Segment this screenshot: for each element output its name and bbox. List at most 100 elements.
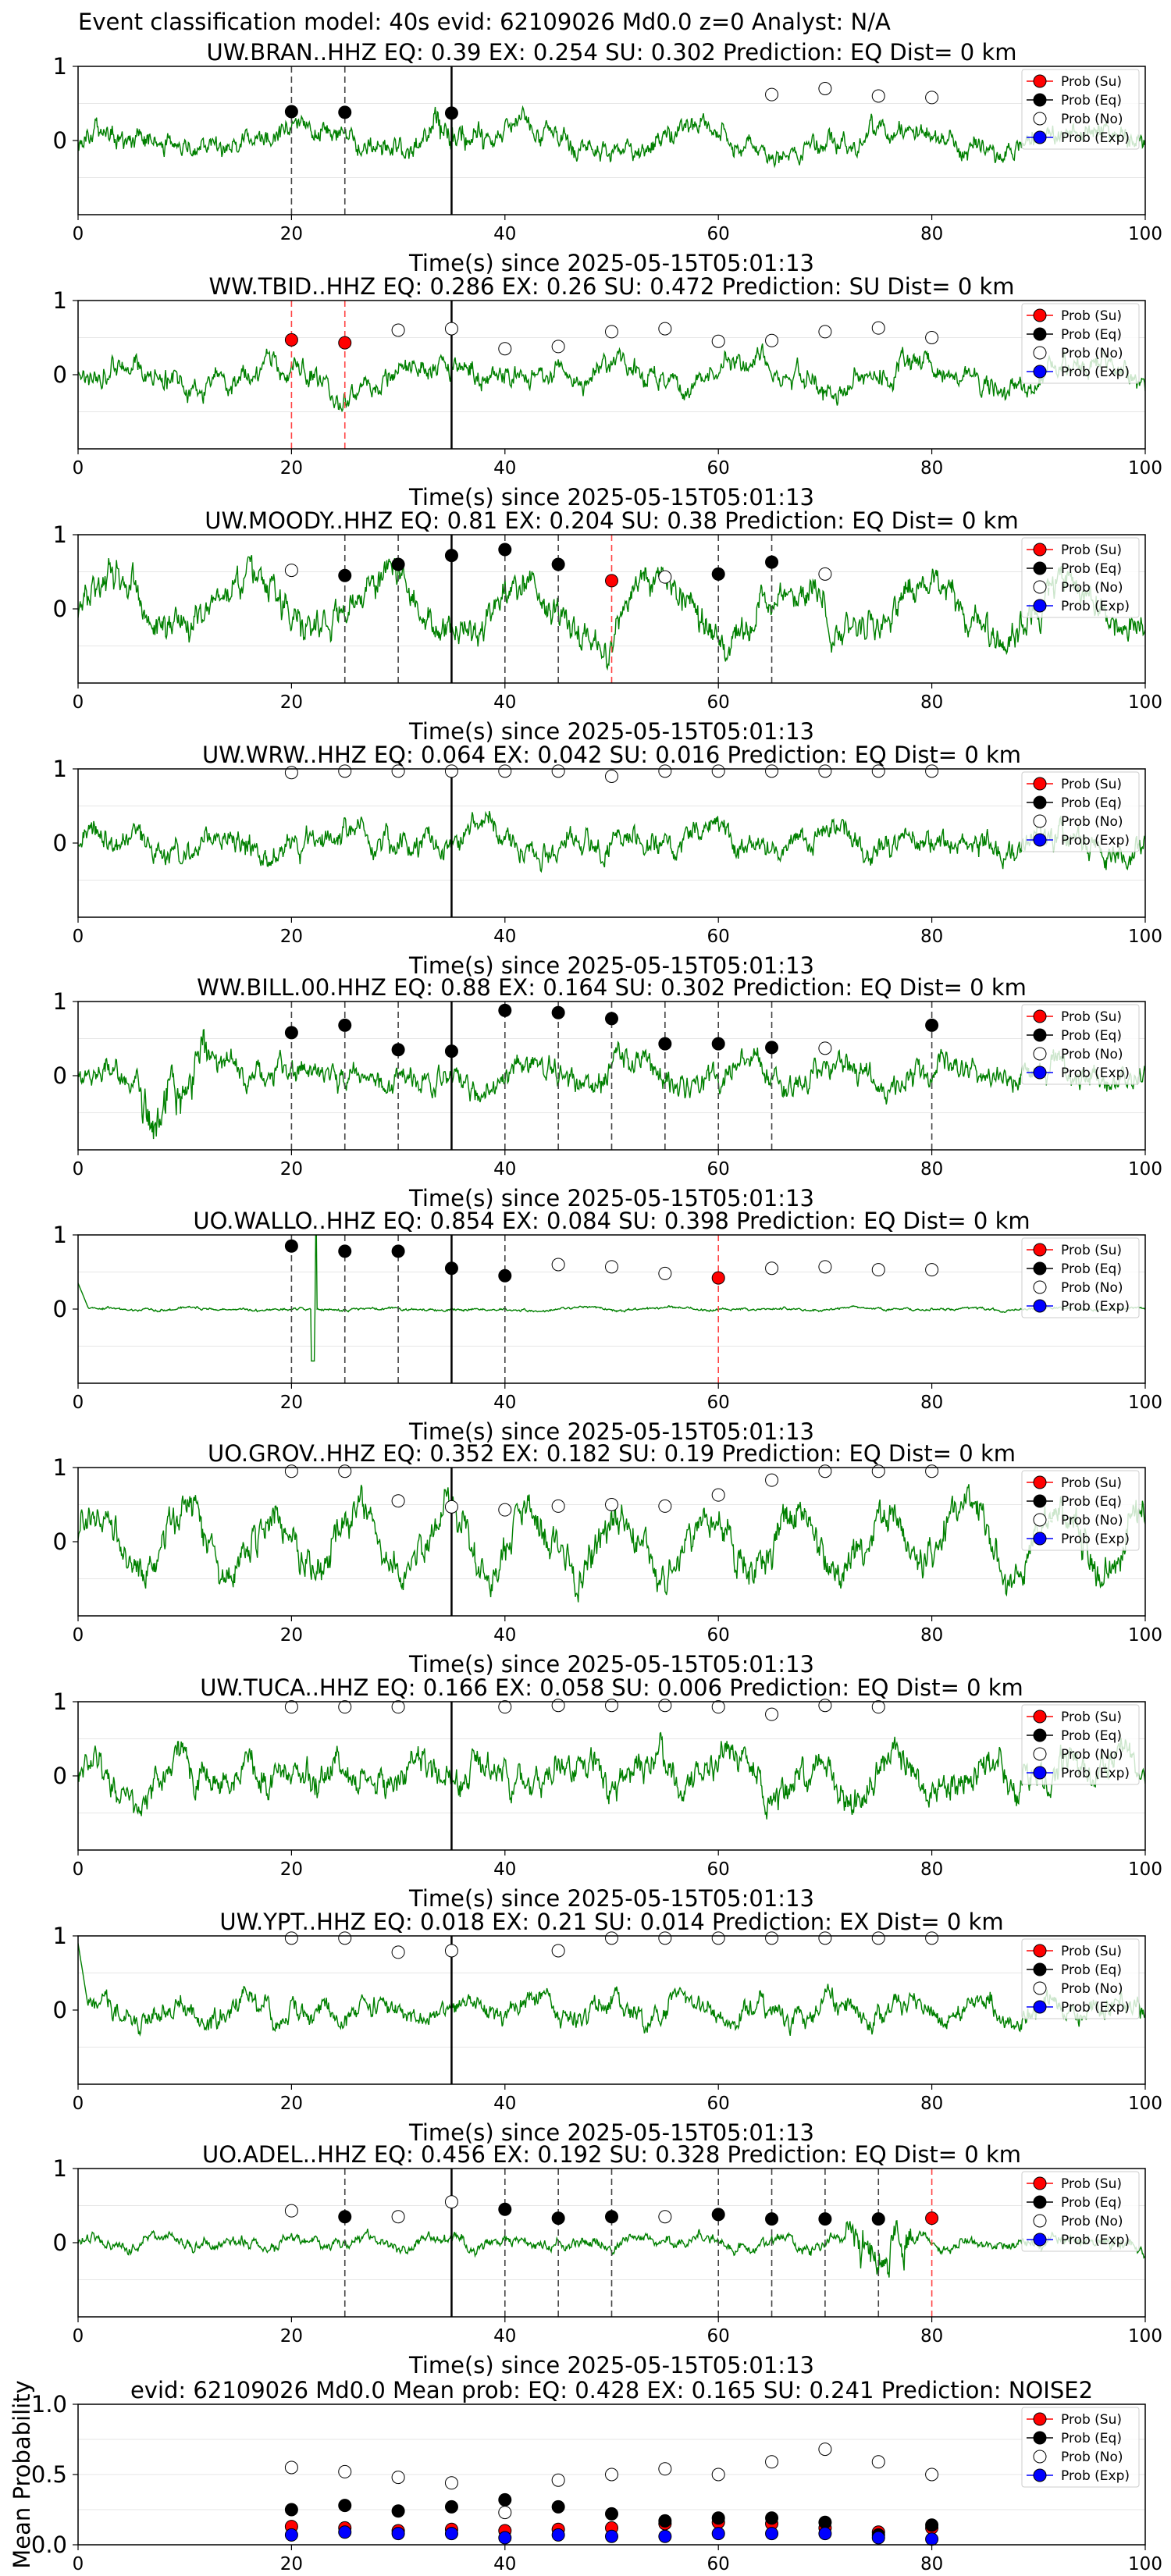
legend-box bbox=[1021, 69, 1140, 150]
probability-point bbox=[925, 331, 939, 344]
probability-point bbox=[765, 1707, 779, 1721]
probability-point bbox=[498, 1003, 512, 1017]
mean-probability-point bbox=[391, 2471, 405, 2485]
probability-point bbox=[818, 325, 832, 339]
probability-point bbox=[444, 1944, 458, 1958]
legend-entry: Prob (Exp) bbox=[1061, 1299, 1130, 1315]
probability-point bbox=[498, 342, 512, 356]
waveform-trace bbox=[78, 554, 1145, 671]
legend-marker bbox=[1033, 2214, 1047, 2228]
legend-marker bbox=[1033, 814, 1047, 828]
x-tick-label: 80 bbox=[920, 1859, 943, 1880]
x-tick-label: 0 bbox=[73, 2094, 84, 2114]
probability-point bbox=[818, 1699, 832, 1713]
x-tick-label: 40 bbox=[493, 1625, 516, 1646]
axes-frame bbox=[77, 1467, 1146, 1617]
x-tick-label: 20 bbox=[280, 2094, 303, 2114]
x-tick-label: 40 bbox=[493, 224, 516, 244]
y-tick-label: 0 bbox=[53, 1997, 67, 2023]
y-tick-label: 1 bbox=[53, 287, 67, 314]
y-tick-label: 1 bbox=[53, 756, 67, 782]
probability-point bbox=[765, 1931, 779, 1945]
x-tick-label: 0 bbox=[73, 2326, 84, 2347]
x-tick-label: 60 bbox=[707, 2554, 730, 2574]
probability-point bbox=[871, 1464, 885, 1478]
probability-point bbox=[391, 557, 405, 571]
legend-entry: Prob (Su) bbox=[1061, 2412, 1122, 2428]
waveform-trace bbox=[78, 1731, 1145, 1820]
waveform-trace bbox=[78, 810, 1145, 873]
y-tick-label: 0 bbox=[53, 596, 67, 622]
x-tick-label: 20 bbox=[280, 2326, 303, 2347]
mean-probability-point bbox=[818, 2527, 832, 2541]
probability-point bbox=[605, 1260, 618, 1274]
legend-marker bbox=[1033, 1009, 1047, 1023]
legend-entry: Prob (Eq) bbox=[1061, 93, 1122, 109]
x-tick-label: 0 bbox=[73, 224, 84, 244]
waveform-panel: UO.ADEL..HHZ EQ: 0.456 EX: 0.192 SU: 0.3… bbox=[53, 2141, 1162, 2379]
probability-point bbox=[658, 1037, 672, 1051]
legend-marker bbox=[1033, 1299, 1047, 1313]
waveform-panel: WW.TBID..HHZ EQ: 0.286 EX: 0.26 SU: 0.47… bbox=[53, 273, 1162, 511]
panel-title: UO.GROV..HHZ EQ: 0.352 EX: 0.182 SU: 0.1… bbox=[208, 1440, 1016, 1467]
x-axis-label: Time(s) since 2025-05-15T05:01:13 bbox=[408, 1185, 814, 1212]
probability-point bbox=[818, 1041, 832, 1055]
probability-point bbox=[444, 549, 458, 563]
legend-entry: Prob (No) bbox=[1061, 1047, 1123, 1062]
legend-marker bbox=[1033, 1047, 1047, 1061]
x-tick-label: 40 bbox=[493, 2094, 516, 2114]
y-tick-label: 0 bbox=[53, 1062, 67, 1089]
legend-box bbox=[1021, 2407, 1140, 2488]
probability-point bbox=[658, 1931, 672, 1945]
waveform-trace bbox=[78, 1484, 1145, 1603]
probability-point bbox=[925, 91, 939, 105]
probability-point bbox=[284, 766, 298, 780]
probability-point bbox=[871, 2212, 885, 2226]
legend-marker bbox=[1033, 599, 1047, 613]
probability-point bbox=[284, 1464, 298, 1478]
x-tick-label: 100 bbox=[1128, 1625, 1162, 1646]
legend-marker bbox=[1033, 1962, 1047, 1976]
legend-marker bbox=[1033, 777, 1047, 791]
legend-entry: Prob (Su) bbox=[1061, 308, 1122, 324]
legend-marker bbox=[1033, 1747, 1047, 1761]
probability-point bbox=[551, 340, 565, 354]
probability-point bbox=[338, 764, 352, 778]
x-tick-label: 20 bbox=[280, 1393, 303, 1413]
probability-point bbox=[605, 1931, 618, 1945]
legend-entry: Prob (Su) bbox=[1061, 2176, 1122, 2192]
x-tick-label: 80 bbox=[920, 927, 943, 947]
y-tick-label: 0.0 bbox=[31, 2532, 67, 2558]
x-tick-label: 20 bbox=[280, 692, 303, 713]
probability-point bbox=[284, 1026, 298, 1040]
legend-marker bbox=[1033, 1028, 1047, 1042]
x-tick-label: 0 bbox=[73, 1393, 84, 1413]
legend-marker bbox=[1033, 795, 1047, 809]
x-tick-label: 100 bbox=[1128, 224, 1162, 244]
legend-entry: Prob (No) bbox=[1061, 2214, 1123, 2229]
probability-point bbox=[765, 333, 779, 347]
figure-title: Event classification model: 40s evid: 62… bbox=[78, 9, 891, 35]
probability-point bbox=[658, 1699, 672, 1713]
x-tick-label: 40 bbox=[493, 927, 516, 947]
y-tick-label: 1.0 bbox=[31, 2391, 67, 2418]
legend-marker bbox=[1033, 833, 1047, 847]
legend-entry: Prob (No) bbox=[1061, 580, 1123, 596]
probability-point bbox=[658, 570, 672, 584]
probability-point bbox=[338, 1700, 352, 1714]
probability-point bbox=[818, 2212, 832, 2226]
x-tick-label: 100 bbox=[1128, 2326, 1162, 2347]
legend-entry: Prob (No) bbox=[1061, 1513, 1123, 1528]
probability-point bbox=[818, 567, 832, 581]
probability-point bbox=[925, 1931, 939, 1945]
mean-probability-point bbox=[658, 2462, 672, 2476]
probability-point bbox=[871, 89, 885, 103]
x-tick-label: 80 bbox=[920, 1625, 943, 1646]
legend-entry: Prob (Exp) bbox=[1061, 1066, 1130, 1081]
legend-marker bbox=[1033, 1513, 1047, 1527]
probability-point bbox=[871, 1700, 885, 1714]
probability-point bbox=[925, 2211, 939, 2226]
probability-point bbox=[444, 764, 458, 778]
x-axis-label: Time(s) since 2025-05-15T05:01:13 bbox=[408, 952, 814, 979]
